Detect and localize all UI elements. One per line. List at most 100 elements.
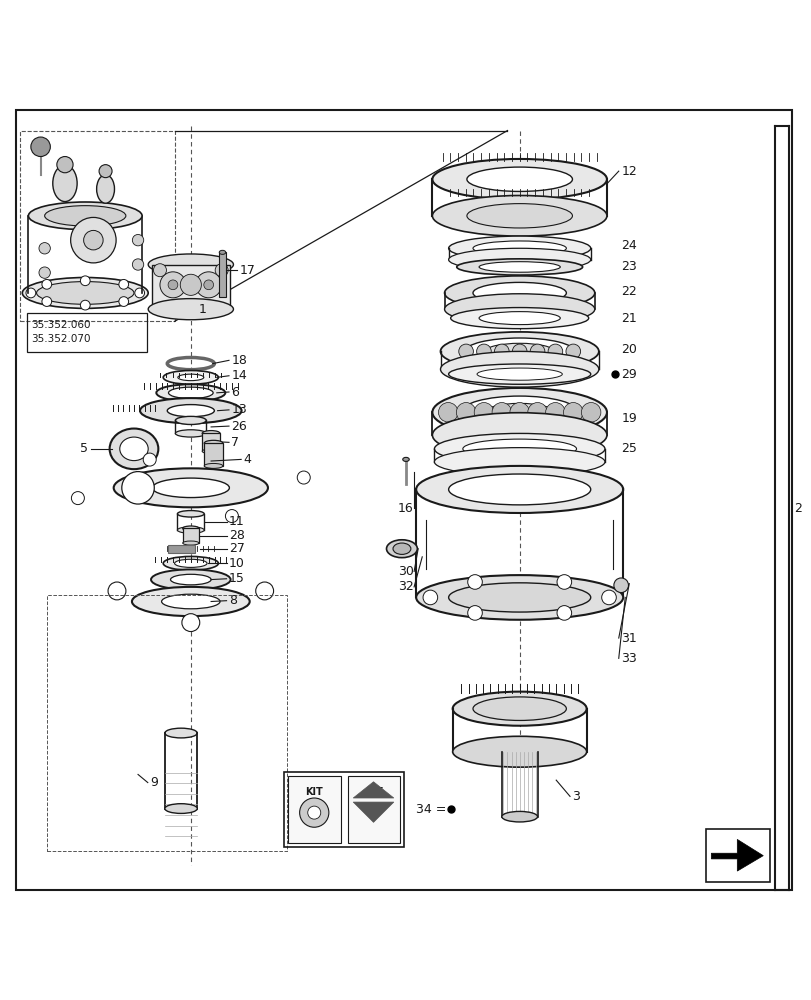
Ellipse shape xyxy=(161,594,220,609)
Ellipse shape xyxy=(415,575,623,620)
Ellipse shape xyxy=(448,248,590,271)
Ellipse shape xyxy=(472,282,565,303)
Ellipse shape xyxy=(163,556,218,570)
Ellipse shape xyxy=(109,429,158,469)
Bar xyxy=(219,252,225,297)
Ellipse shape xyxy=(131,587,249,616)
Circle shape xyxy=(476,344,491,359)
Text: 6: 6 xyxy=(231,386,239,399)
Circle shape xyxy=(474,403,493,422)
Circle shape xyxy=(307,806,320,819)
Circle shape xyxy=(423,590,437,605)
Ellipse shape xyxy=(440,332,599,371)
Text: 28: 28 xyxy=(229,529,245,542)
Circle shape xyxy=(225,510,238,523)
Ellipse shape xyxy=(165,728,197,738)
Ellipse shape xyxy=(462,439,576,459)
Circle shape xyxy=(556,575,571,589)
Text: 21: 21 xyxy=(620,312,636,325)
Text: 31: 31 xyxy=(620,632,636,645)
Circle shape xyxy=(565,344,580,359)
Circle shape xyxy=(581,403,600,422)
Ellipse shape xyxy=(444,294,594,325)
Ellipse shape xyxy=(448,474,590,505)
Circle shape xyxy=(143,453,156,466)
Circle shape xyxy=(509,403,529,422)
Ellipse shape xyxy=(36,282,134,304)
Ellipse shape xyxy=(114,468,268,507)
Circle shape xyxy=(84,230,103,250)
Ellipse shape xyxy=(478,312,560,325)
Ellipse shape xyxy=(476,368,561,380)
Circle shape xyxy=(438,403,457,422)
Ellipse shape xyxy=(97,175,114,203)
Ellipse shape xyxy=(148,254,234,275)
Text: 15: 15 xyxy=(229,572,245,585)
Ellipse shape xyxy=(466,167,572,191)
Circle shape xyxy=(299,798,328,827)
Text: 10: 10 xyxy=(229,557,245,570)
Bar xyxy=(27,313,147,352)
Text: 33: 33 xyxy=(620,652,636,665)
Text: 2: 2 xyxy=(793,502,801,515)
Text: KIT: KIT xyxy=(305,787,323,797)
Circle shape xyxy=(42,279,52,289)
Bar xyxy=(347,776,400,843)
Ellipse shape xyxy=(182,541,199,545)
Circle shape xyxy=(39,243,50,254)
Ellipse shape xyxy=(174,559,207,567)
Circle shape xyxy=(160,272,186,298)
Bar xyxy=(202,433,220,451)
Ellipse shape xyxy=(152,478,229,498)
Ellipse shape xyxy=(177,527,204,533)
Ellipse shape xyxy=(178,374,204,381)
Polygon shape xyxy=(168,545,195,553)
Text: 32: 32 xyxy=(397,580,413,593)
Ellipse shape xyxy=(456,259,581,275)
Ellipse shape xyxy=(151,569,230,590)
Ellipse shape xyxy=(431,159,606,200)
Ellipse shape xyxy=(448,583,590,612)
Ellipse shape xyxy=(448,236,590,260)
Circle shape xyxy=(530,344,544,359)
Ellipse shape xyxy=(415,466,623,513)
Text: 20: 20 xyxy=(620,343,637,356)
Ellipse shape xyxy=(466,204,572,228)
Circle shape xyxy=(215,264,228,277)
Circle shape xyxy=(563,403,582,422)
Circle shape xyxy=(556,606,571,620)
Ellipse shape xyxy=(444,276,594,310)
Ellipse shape xyxy=(148,299,234,320)
Circle shape xyxy=(168,280,178,290)
Ellipse shape xyxy=(484,403,553,421)
Bar xyxy=(20,131,174,321)
Circle shape xyxy=(108,582,126,600)
Polygon shape xyxy=(353,802,393,822)
Circle shape xyxy=(512,344,526,359)
Ellipse shape xyxy=(170,574,211,585)
Ellipse shape xyxy=(177,511,204,517)
Ellipse shape xyxy=(53,165,77,202)
Ellipse shape xyxy=(434,448,604,476)
Circle shape xyxy=(527,403,547,422)
Ellipse shape xyxy=(163,370,218,384)
Circle shape xyxy=(31,137,50,157)
Ellipse shape xyxy=(434,433,604,464)
Ellipse shape xyxy=(169,387,212,398)
Ellipse shape xyxy=(393,543,410,554)
Ellipse shape xyxy=(386,540,417,558)
Text: 7: 7 xyxy=(231,436,239,449)
Ellipse shape xyxy=(448,364,590,384)
Circle shape xyxy=(39,267,50,278)
Ellipse shape xyxy=(202,431,220,436)
Ellipse shape xyxy=(464,338,573,365)
Text: 27: 27 xyxy=(229,542,245,555)
Ellipse shape xyxy=(452,692,586,726)
Ellipse shape xyxy=(460,396,577,429)
Polygon shape xyxy=(710,839,762,871)
Ellipse shape xyxy=(45,206,126,226)
Ellipse shape xyxy=(431,413,606,457)
Text: 16: 16 xyxy=(397,502,413,515)
Circle shape xyxy=(132,234,144,246)
Ellipse shape xyxy=(484,343,553,360)
